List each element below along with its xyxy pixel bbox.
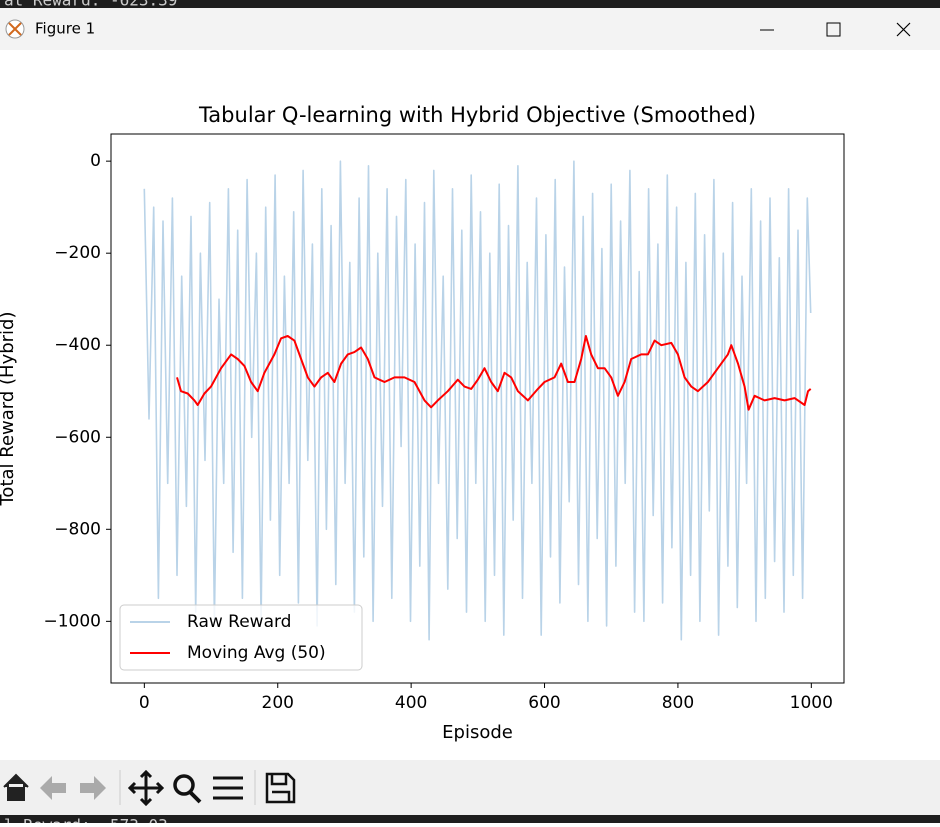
x-tick-label: 400: [395, 693, 427, 713]
y-tick-label: −800: [54, 519, 101, 539]
x-tick-label: 200: [262, 693, 294, 713]
forward-button[interactable]: [80, 776, 106, 800]
y-tick-label: 0: [90, 151, 101, 171]
legend: Raw Reward Moving Avg (50): [119, 604, 363, 671]
y-tick-label: −200: [54, 243, 101, 263]
x-tick-label: 0: [139, 693, 150, 713]
pan-button[interactable]: [127, 769, 165, 807]
x-tick-label: 800: [662, 693, 694, 713]
legend-box: [119, 604, 363, 671]
window-title: Figure 1: [35, 20, 95, 38]
close-button[interactable]: [896, 22, 911, 37]
save-button[interactable]: [265, 772, 296, 804]
maximize-button[interactable]: [826, 22, 841, 37]
y-tick-label: −600: [54, 427, 101, 447]
terminal-strip: [0, 0, 940, 8]
legend-label: Moving Avg (50): [187, 643, 326, 663]
x-tick-label: 600: [528, 693, 560, 713]
y-axis-label: Total Reward (Hybrid): [0, 311, 18, 506]
app-icon-mark: [8, 22, 22, 36]
x-axis-label: Episode: [442, 722, 513, 743]
zoom-handle: [188, 790, 202, 804]
x-tick-label: 1000: [790, 693, 833, 713]
terminal-text: l Reward: -573.03: [4, 816, 168, 824]
chart-title: Tabular Q-learning with Hybrid Objective…: [198, 103, 756, 127]
series-line: [176, 335, 812, 411]
home-button[interactable]: [3, 773, 29, 801]
series-line: [143, 160, 812, 641]
plot-frame: [110, 133, 845, 684]
back-button[interactable]: [40, 776, 66, 800]
title-bar: [0, 8, 940, 50]
legend-label: Raw Reward: [187, 612, 291, 632]
configure-button[interactable]: [213, 776, 243, 800]
terminal-text: at Reward: -623.39: [4, 0, 177, 10]
terminal-strip: [0, 815, 940, 823]
y-tick-label: −1000: [43, 611, 101, 631]
zoom-button[interactable]: [173, 774, 195, 796]
y-tick-label: −400: [54, 335, 101, 355]
